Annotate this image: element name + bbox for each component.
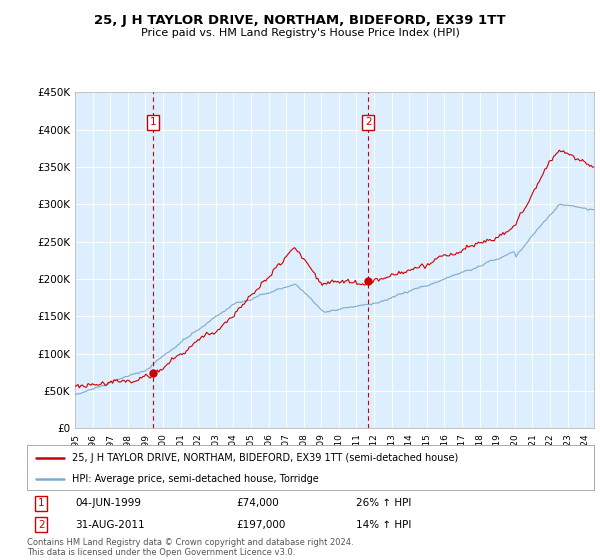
Text: 1: 1 xyxy=(38,498,44,508)
Text: 2: 2 xyxy=(365,117,371,127)
Text: 04-JUN-1999: 04-JUN-1999 xyxy=(75,498,141,508)
Text: 25, J H TAYLOR DRIVE, NORTHAM, BIDEFORD, EX39 1TT (semi-detached house): 25, J H TAYLOR DRIVE, NORTHAM, BIDEFORD,… xyxy=(73,452,458,463)
Text: 25, J H TAYLOR DRIVE, NORTHAM, BIDEFORD, EX39 1TT: 25, J H TAYLOR DRIVE, NORTHAM, BIDEFORD,… xyxy=(94,14,506,27)
Text: £197,000: £197,000 xyxy=(237,520,286,530)
Text: 26% ↑ HPI: 26% ↑ HPI xyxy=(356,498,411,508)
Text: 14% ↑ HPI: 14% ↑ HPI xyxy=(356,520,411,530)
Text: Contains HM Land Registry data © Crown copyright and database right 2024.
This d: Contains HM Land Registry data © Crown c… xyxy=(27,538,353,557)
Text: 1: 1 xyxy=(149,117,156,127)
Text: £74,000: £74,000 xyxy=(237,498,280,508)
Text: 31-AUG-2011: 31-AUG-2011 xyxy=(75,520,145,530)
Text: 2: 2 xyxy=(38,520,44,530)
Text: HPI: Average price, semi-detached house, Torridge: HPI: Average price, semi-detached house,… xyxy=(73,474,319,484)
Text: Price paid vs. HM Land Registry's House Price Index (HPI): Price paid vs. HM Land Registry's House … xyxy=(140,28,460,38)
